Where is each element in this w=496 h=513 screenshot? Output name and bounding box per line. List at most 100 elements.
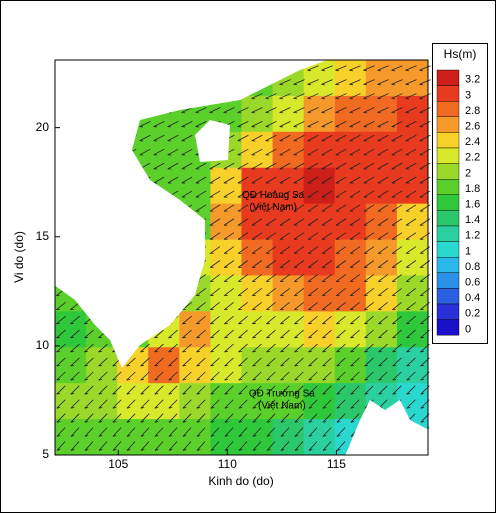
- wave-arrow: [196, 315, 206, 325]
- wave-arrow: [182, 427, 192, 437]
- wave-arrow: [70, 371, 80, 381]
- wave-arrow: [349, 134, 361, 142]
- wave-arrow: [294, 301, 304, 311]
- wave-arrow: [322, 315, 332, 325]
- wave-arrow: [349, 274, 361, 282]
- wave-arrow: [294, 329, 304, 339]
- field-cell: [241, 167, 274, 205]
- wave-arrow: [307, 232, 319, 240]
- field-cell: [272, 347, 305, 384]
- wave-arrow: [154, 357, 164, 367]
- field-cell: [272, 95, 305, 133]
- wave-arrow: [335, 246, 347, 254]
- wave-arrow: [293, 190, 305, 198]
- wave-arrow: [279, 134, 291, 142]
- field-cell: [365, 131, 398, 169]
- wave-arrow: [279, 148, 291, 156]
- field-cell: [179, 311, 211, 348]
- wave-arrow: [377, 107, 389, 114]
- field-cell: [55, 383, 87, 420]
- wave-arrow: [56, 385, 66, 395]
- field-cell: [334, 383, 367, 420]
- wave-arrow: [154, 371, 164, 381]
- field-cell: [334, 131, 367, 169]
- wave-arrow: [392, 385, 402, 395]
- field-cell: [365, 239, 398, 276]
- wave-arrow: [237, 176, 249, 184]
- wave-arrow: [279, 274, 291, 282]
- wave-arrow: [322, 357, 332, 367]
- wave-arrow: [279, 93, 291, 100]
- wave-arrow: [308, 427, 318, 437]
- colorbar-swatch: [436, 69, 460, 86]
- colorbar-swatch: [436, 257, 460, 274]
- wave-arrow: [224, 329, 234, 339]
- wave-arrow: [405, 134, 417, 142]
- wave-arrow: [363, 288, 375, 297]
- wave-arrow: [321, 246, 333, 254]
- wave-arrow: [377, 65, 389, 72]
- wave-arrow: [56, 399, 66, 409]
- wave-arrow: [265, 107, 277, 114]
- wave-arrow: [350, 399, 360, 409]
- wave-arrow: [210, 399, 220, 409]
- colorbar-swatch: [436, 303, 460, 320]
- wave-arrow: [84, 371, 94, 381]
- wave-arrow: [70, 385, 80, 395]
- wave-arrow: [251, 107, 263, 114]
- wave-arrow: [84, 413, 94, 423]
- wave-arrow: [419, 79, 431, 86]
- wave-arrow: [335, 190, 347, 198]
- wave-arrow: [405, 260, 417, 268]
- wave-arrow: [405, 274, 417, 282]
- wave-arrow: [265, 204, 277, 212]
- wave-arrow: [405, 246, 417, 254]
- wave-arrow: [224, 357, 234, 367]
- wave-arrow: [251, 204, 263, 212]
- wave-arrow: [209, 190, 221, 198]
- wave-arrow: [364, 329, 374, 339]
- wave-arrow: [307, 260, 319, 268]
- wave-arrow: [238, 427, 248, 437]
- wave-arrow: [140, 385, 150, 395]
- wave-arrow: [293, 162, 305, 170]
- wave-arrow: [377, 93, 389, 100]
- wave-arrow: [168, 385, 178, 395]
- wave-arrow: [266, 343, 276, 353]
- wave-arrow: [209, 162, 221, 170]
- wave-arrow: [196, 371, 206, 381]
- wave-arrow: [265, 232, 277, 240]
- wave-arrow: [405, 232, 417, 240]
- field-cell: [334, 203, 367, 241]
- field-cell: [334, 239, 367, 276]
- wave-arrow: [224, 343, 234, 353]
- field-cell: [272, 239, 305, 276]
- y-tick-label: 10: [36, 338, 50, 352]
- wave-arrow: [377, 134, 389, 142]
- wave-arrow: [335, 148, 347, 156]
- wave-arrow: [84, 357, 94, 367]
- wave-arrow: [307, 107, 319, 114]
- wave-arrow: [363, 274, 375, 282]
- wave-arrow: [335, 134, 347, 142]
- wave-arrow: [223, 107, 235, 114]
- wave-arrow: [322, 301, 332, 311]
- colorbar-swatch: [436, 116, 460, 133]
- wave-arrow: [251, 148, 263, 156]
- wave-arrow: [336, 357, 346, 367]
- wave-arrow: [307, 93, 319, 100]
- wave-arrow: [349, 79, 361, 86]
- field-cell: [396, 60, 429, 97]
- field-cell: [303, 203, 336, 241]
- colorbar-swatch: [436, 272, 460, 289]
- wave-arrow: [280, 413, 290, 423]
- wave-arrow: [405, 107, 417, 114]
- wave-arrow: [181, 134, 193, 142]
- wave-arrow: [280, 427, 290, 437]
- wave-arrow: [335, 232, 347, 240]
- wave-arrow: [349, 260, 361, 268]
- wave-arrow: [392, 357, 402, 367]
- field-cell: [365, 203, 398, 241]
- wave-arrow: [293, 260, 305, 268]
- field-cell: [396, 275, 429, 312]
